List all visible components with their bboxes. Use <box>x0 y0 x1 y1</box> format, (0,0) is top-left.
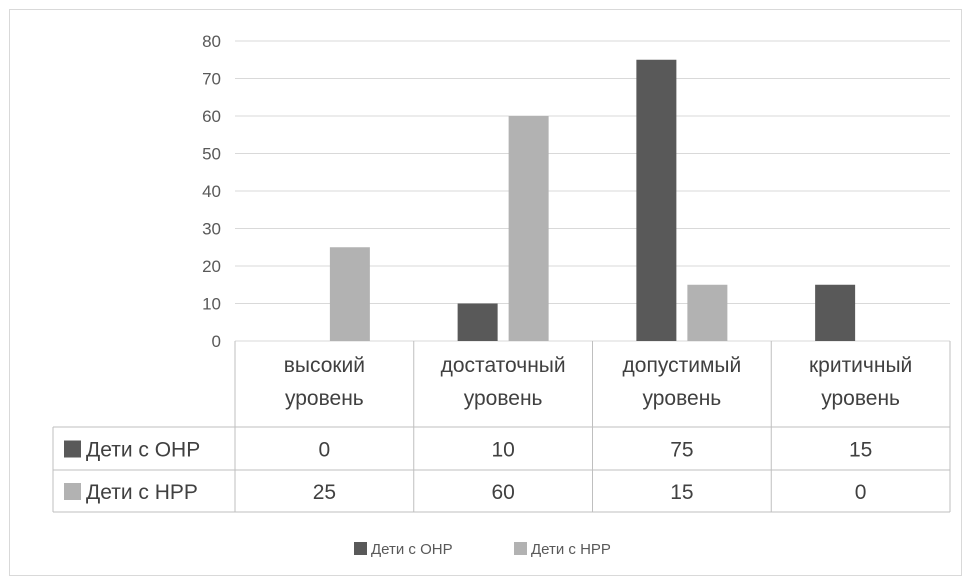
bar <box>815 284 856 341</box>
category-label: достаточный <box>441 354 566 377</box>
y-tick-label: 30 <box>202 220 221 239</box>
legend-label: Дети с НРР <box>531 541 611 558</box>
bar <box>687 284 728 341</box>
table-legend-swatch <box>64 483 81 500</box>
y-tick-label: 60 <box>202 107 221 126</box>
y-tick-label: 40 <box>202 182 221 201</box>
table-value: 25 <box>313 481 336 504</box>
table-value: 60 <box>491 481 514 504</box>
y-tick-label: 20 <box>202 257 221 276</box>
bar <box>457 303 498 341</box>
y-tick-label: 80 <box>202 32 221 51</box>
category-label: высокий <box>284 354 365 377</box>
legend-label: Дети с ОНР <box>371 541 453 558</box>
table-value: 75 <box>670 439 693 462</box>
bar <box>508 116 549 341</box>
category-label: уровень <box>285 387 364 410</box>
category-label: уровень <box>464 387 543 410</box>
table-value: 0 <box>319 439 331 462</box>
table-value: 15 <box>670 481 693 504</box>
y-tick-label: 10 <box>202 295 221 314</box>
y-tick-label: 50 <box>202 145 221 164</box>
bar <box>329 247 370 341</box>
category-label: уровень <box>821 387 900 410</box>
legend-swatch <box>354 542 367 555</box>
table-series-label: Дети с ОНР <box>86 439 200 462</box>
category-label: уровень <box>642 387 721 410</box>
y-tick-label: 70 <box>202 70 221 89</box>
table-series-label: Дети с НРР <box>86 481 198 504</box>
table-value: 0 <box>855 481 867 504</box>
bar <box>636 59 677 341</box>
table-value: 10 <box>491 439 514 462</box>
category-label: допустимый <box>623 354 742 377</box>
y-tick-label: 0 <box>212 332 221 351</box>
chart-frame <box>9 9 962 576</box>
table-legend-swatch <box>64 440 81 458</box>
table-value: 15 <box>849 439 872 462</box>
category-label: критичный <box>809 354 912 377</box>
legend-swatch <box>514 542 527 555</box>
